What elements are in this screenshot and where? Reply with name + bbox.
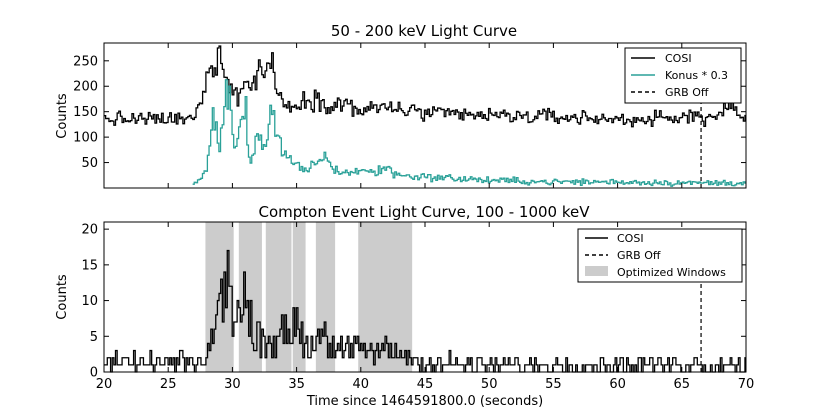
bottom-ytick-label-10: 10 xyxy=(81,294,98,309)
bottom-legend-windows: Optimized Windows xyxy=(617,266,726,279)
bottom-window-2 xyxy=(265,222,292,372)
bottom-xtick-label-45: 45 xyxy=(417,377,434,392)
top-axes: 50 100 150 200 250 xyxy=(73,43,747,188)
top-plot-frame xyxy=(103,42,747,189)
top-ytick-label-250: 250 xyxy=(73,54,98,69)
top-legend-grboff: GRB Off xyxy=(665,86,709,99)
bottom-xtick-label-55: 55 xyxy=(545,377,562,392)
bottom-xtick-label-50: 50 xyxy=(481,377,498,392)
top-legend: COSI Konus * 0.3 GRB Off xyxy=(624,47,742,104)
top-title: 50 - 200 keV Light Curve xyxy=(331,22,517,40)
top-legend-konus: Konus * 0.3 xyxy=(665,69,728,82)
top-series-layer xyxy=(104,45,746,188)
top-panel: 50 - 200 keV Light Curve 50100150200250 … xyxy=(55,22,747,189)
bottom-xtick-label-65: 65 xyxy=(674,377,691,392)
bottom-xtick-label-25: 25 xyxy=(160,377,177,392)
bottom-xlabel: Time since 1464591800.0 (seconds) xyxy=(306,394,543,409)
bottom-legend-grboff: GRB Off xyxy=(617,249,661,262)
top-legend-cosi: COSI xyxy=(665,52,692,65)
bottom-series-layer xyxy=(104,249,746,373)
top-ytick-label-200: 200 xyxy=(73,80,98,95)
bottom-axes: 20 25 30 35 40 45 50 55 60 65 70 0 5 10 15 20 xyxy=(81,222,754,392)
bottom-legend-windows-swatch xyxy=(585,266,608,276)
bottom-xtick-label-60: 60 xyxy=(609,377,626,392)
top-series-cosi xyxy=(104,45,746,128)
top-series-konus xyxy=(192,79,746,187)
bottom-panel: Compton Event Light Curve, 100 - 1000 ke… xyxy=(55,203,754,409)
top-ytick-label-100: 100 xyxy=(73,131,98,146)
bottom-ylabel: Counts xyxy=(55,274,70,320)
top-ytick-label-150: 150 xyxy=(73,105,98,120)
bottom-series-cosi xyxy=(104,249,746,373)
bottom-xtick-label-20: 20 xyxy=(96,377,113,392)
bottom-ytick-label-0: 0 xyxy=(90,366,98,381)
bottom-xtick-label-35: 35 xyxy=(288,377,305,392)
bottom-legend: COSI GRB Off Optimized Windows xyxy=(577,228,743,283)
bottom-xtick-label-70: 70 xyxy=(738,377,755,392)
bottom-legend-cosi: COSI xyxy=(617,232,644,245)
bottom-ytick-label-5: 5 xyxy=(90,330,98,345)
bottom-plot-frame xyxy=(103,221,747,373)
top-ylabel: Counts xyxy=(55,93,70,139)
top-ytick-label-50: 50 xyxy=(81,156,98,171)
bottom-title: Compton Event Light Curve, 100 - 1000 ke… xyxy=(258,203,590,221)
bottom-xtick-label-30: 30 xyxy=(224,377,241,392)
bottom-ytick-label-20: 20 xyxy=(81,223,98,238)
bottom-xtick-label-40: 40 xyxy=(353,377,370,392)
bottom-window-1 xyxy=(238,222,262,372)
bottom-window-3 xyxy=(292,222,306,372)
bottom-ytick-label-15: 15 xyxy=(81,258,98,273)
